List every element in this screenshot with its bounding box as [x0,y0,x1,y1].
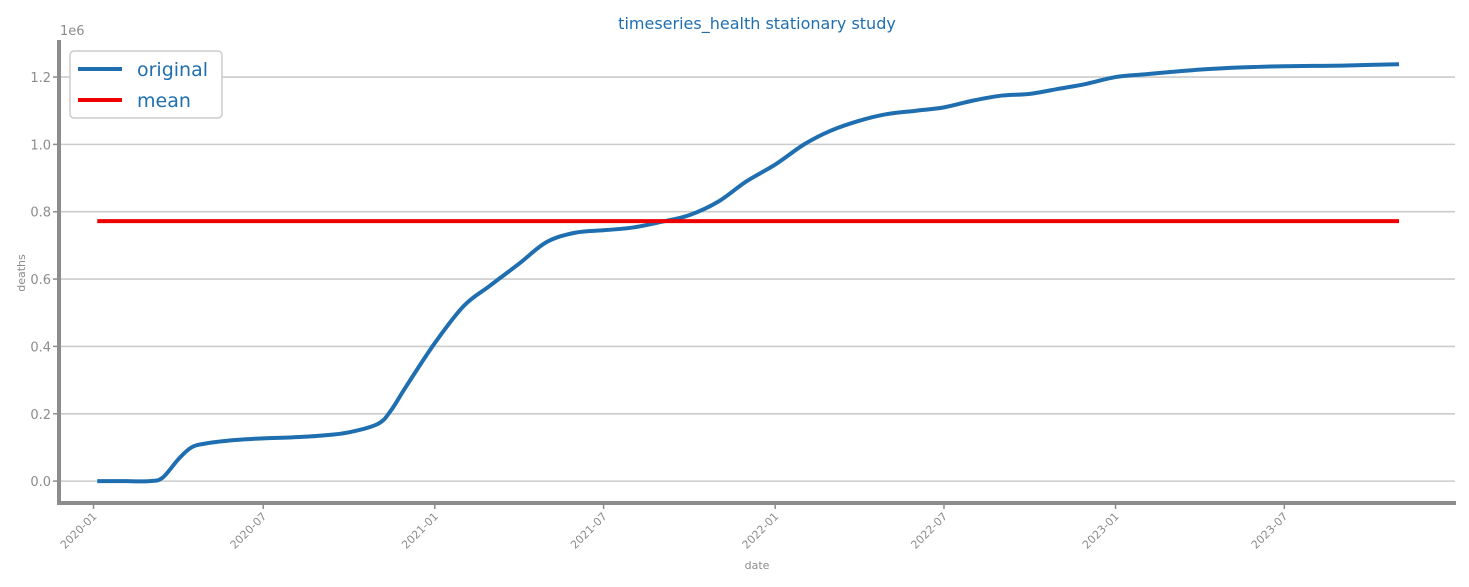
x-tick-label: 2020-07 [228,510,270,552]
x-tick-label: 2021-07 [568,510,610,552]
x-ticks: 2020-01 2020-07 2021-01 2021-07 2022-01 2022-… [58,503,1291,552]
x-axis-label: date [745,559,770,572]
x-tick-label: 2022-07 [908,510,950,552]
series-line-original [97,62,1400,484]
y-tick-label: 1.2 [30,71,51,86]
x-tick-label: 2022-01 [740,510,782,552]
legend-label-mean: mean [137,90,191,112]
x-tick-label: 2021-01 [399,510,441,552]
x-tick-label: 2020-01 [58,510,100,552]
y-ticks: 0.0 0.2 0.4 0.6 0.8 1.0 1.2 [30,71,59,490]
y-axis-label: deaths [15,254,28,292]
y-tick-label: 1.0 [30,138,51,153]
chart-title: timeseries_health stationary study [618,14,896,34]
y-tick-label: 0.8 [30,206,51,221]
legend-label-original: original [137,59,208,81]
y-axis-multiplier: 1e6 [60,24,85,39]
y-tick-label: 0.6 [30,273,51,288]
grid-lines [59,76,1455,482]
y-tick-label: 0.2 [30,408,51,423]
y-tick-label: 0.0 [30,475,51,490]
series-lines [97,62,1400,484]
y-tick-label: 0.4 [30,340,51,355]
x-tick-label: 2023-01 [1080,510,1122,552]
legend: original mean [69,50,223,119]
x-tick-label: 2023-07 [1249,510,1291,552]
